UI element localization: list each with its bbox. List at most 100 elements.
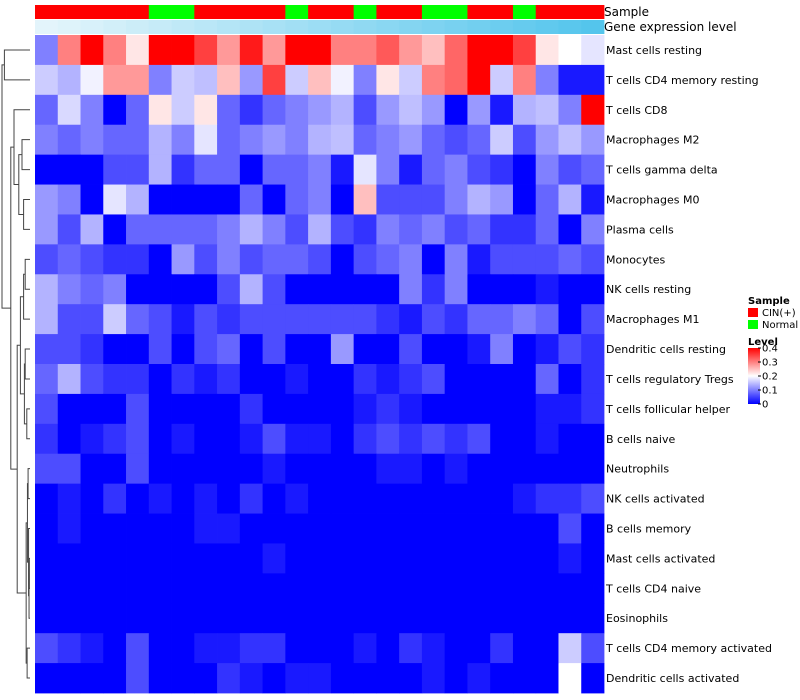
heatmap-cell — [285, 184, 309, 215]
expression-annotation-cell — [558, 20, 582, 34]
heatmap-cell — [285, 304, 309, 335]
heatmap-cell — [217, 214, 241, 245]
heatmap-cell — [444, 633, 468, 664]
heatmap-cell — [467, 64, 491, 96]
heatmap-cell — [103, 453, 127, 485]
heatmap-cell — [490, 633, 514, 664]
heatmap-cell — [103, 603, 127, 634]
row-label: Macrophages M1 — [606, 313, 699, 326]
expression-annotation-cell — [57, 20, 81, 34]
heatmap-cell — [467, 423, 491, 455]
heatmap-cell — [558, 244, 582, 275]
heatmap-cell — [148, 244, 172, 275]
heatmap-cell — [490, 64, 514, 96]
heatmap-cell — [467, 543, 491, 574]
heatmap-cell — [444, 334, 468, 365]
heatmap-cell — [194, 364, 218, 395]
heatmap-cell — [353, 453, 377, 485]
heatmap-cell — [581, 64, 605, 96]
heatmap-cell — [490, 35, 514, 66]
row-label: Monocytes — [606, 253, 666, 266]
heatmap-cell — [194, 304, 218, 335]
heatmap-cell — [353, 35, 377, 66]
heatmap-cell — [558, 663, 582, 694]
heatmap-cell — [421, 154, 446, 185]
heatmap-cell — [217, 244, 241, 275]
row-label: Macrophages M2 — [606, 134, 699, 147]
heatmap-cell — [353, 603, 377, 634]
heatmap-cell — [558, 573, 582, 604]
sample-annotation-cell — [376, 5, 400, 19]
heatmap-cell — [126, 364, 150, 395]
sample-annotation-cell — [217, 5, 241, 19]
heatmap-cell — [239, 393, 263, 425]
heatmap-cell — [512, 364, 537, 395]
heatmap-cell — [285, 453, 309, 485]
heatmap-cell — [239, 334, 263, 365]
heatmap-cell — [217, 543, 241, 574]
heatmap-cell — [148, 453, 172, 485]
row-label: Dendritic cells activated — [606, 672, 739, 685]
heatmap-cell — [103, 513, 127, 544]
heatmap-cell — [330, 513, 355, 544]
heatmap-cell — [490, 543, 514, 574]
heatmap-cell — [148, 483, 172, 514]
row-label: Plasma cells — [606, 223, 674, 236]
heatmap-cell — [171, 94, 195, 126]
heatmap-cell — [490, 423, 514, 455]
heatmap-cell — [126, 334, 150, 365]
heatmap-cell — [490, 244, 514, 275]
heatmap-cell — [80, 94, 104, 126]
heatmap-cell — [512, 573, 537, 604]
heatmap-cell — [262, 453, 286, 485]
heatmap-cell — [217, 124, 241, 156]
heatmap-cell — [512, 274, 537, 305]
heatmap-cell — [126, 244, 150, 275]
heatmap-cell — [217, 35, 241, 66]
heatmap-cell — [103, 423, 127, 455]
heatmap-cell — [171, 453, 195, 485]
heatmap-cell — [399, 393, 423, 425]
row-label: T cells CD4 memory activated — [605, 642, 772, 655]
heatmap-cell — [376, 543, 400, 574]
heatmap-cell — [217, 304, 241, 335]
heatmap-cell — [103, 543, 127, 574]
heatmap-cell — [194, 244, 218, 275]
heatmap-cell — [148, 603, 172, 634]
sample-annotation-cell — [558, 5, 582, 19]
heatmap-cell — [57, 274, 81, 305]
heatmap-cell — [148, 124, 172, 156]
heatmap-cell — [80, 35, 104, 66]
heatmap-cell — [330, 334, 355, 365]
heatmap-cell — [512, 214, 537, 245]
row-dendrogram — [1, 49, 30, 679]
heatmap-cell — [262, 663, 286, 694]
heatmap-cell — [126, 304, 150, 335]
heatmap-cell — [57, 64, 81, 96]
sample-annotation-cell — [262, 5, 286, 19]
heatmap-cell — [376, 214, 400, 245]
heatmap-cell — [421, 35, 446, 66]
heatmap-cell — [535, 453, 559, 485]
heatmap-cell — [490, 453, 514, 485]
heatmap-cell — [308, 64, 332, 96]
heatmap-cell — [512, 393, 537, 425]
heatmap-cell — [376, 124, 400, 156]
row-label: Eosinophils — [606, 612, 668, 625]
heatmap-cell — [399, 603, 423, 634]
heatmap-cell — [308, 423, 332, 455]
heatmap-cell — [421, 453, 446, 485]
sample-annotation-cell — [399, 5, 423, 19]
heatmap-cell — [262, 124, 286, 156]
heatmap-cell — [57, 124, 81, 156]
heatmap-cell — [535, 513, 559, 544]
heatmap-cell — [217, 184, 241, 215]
sample-annotation-cell — [57, 5, 81, 19]
heatmap-cell — [581, 214, 605, 245]
heatmap-cell — [285, 543, 309, 574]
heatmap-cell — [535, 423, 559, 455]
dendrogram-branch — [10, 146, 18, 470]
heatmap-cell — [80, 184, 104, 215]
heatmap-cell — [421, 663, 446, 694]
heatmap-cell — [330, 453, 355, 485]
